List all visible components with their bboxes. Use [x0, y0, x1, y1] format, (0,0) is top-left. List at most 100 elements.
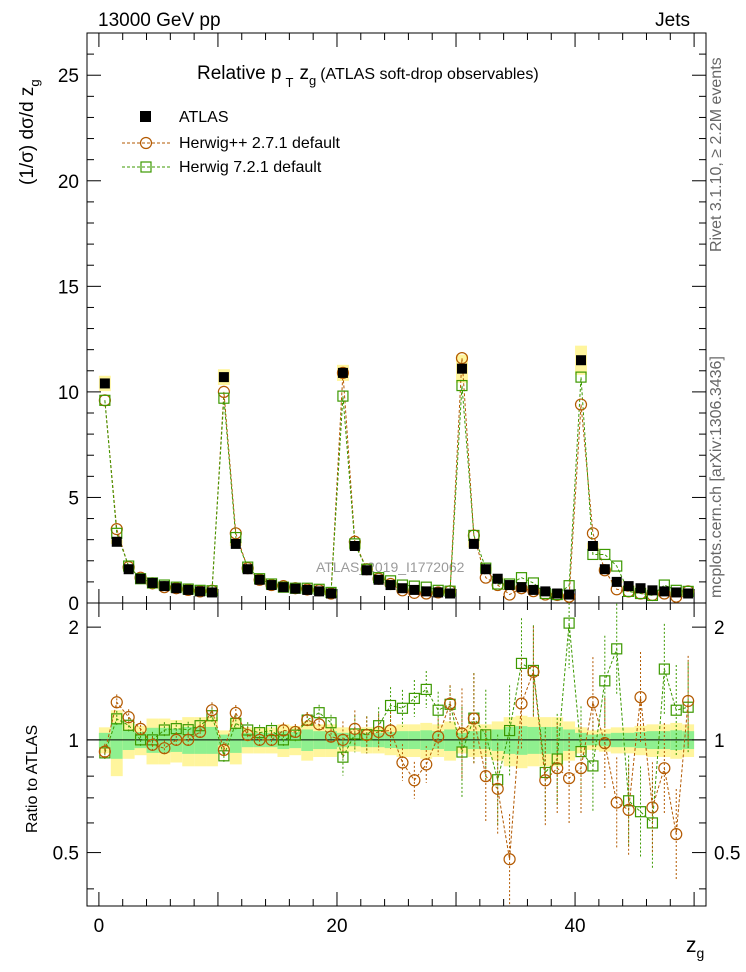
herwigpp-ratio-point: [408, 774, 421, 787]
ratio-axis-ticks: 0 20 40 0.5 0.5 1 1 2 2: [53, 603, 740, 937]
atlas-point: [552, 588, 563, 599]
herwigpp-point: [455, 352, 469, 365]
herwigpp-ratio-point: [515, 697, 528, 710]
herwig7-point: [99, 394, 111, 406]
herwig7-ratio-point: [587, 760, 599, 772]
atlas-point: [349, 541, 360, 551]
herwig7-point: [456, 379, 468, 392]
herwigpp-ratio-point: [229, 706, 242, 720]
herwigpp-ratio-point: [110, 696, 123, 709]
atlas-point: [683, 588, 694, 599]
herwigpp-ratio-point: [396, 756, 409, 769]
herwigpp-ratio-point: [586, 696, 600, 709]
herwigpp-point: [336, 366, 350, 379]
main-ytick-label: 0: [68, 594, 79, 615]
herwig7-ratio-point: [611, 643, 623, 655]
atlas-point: [373, 574, 384, 585]
atlas-point: [254, 574, 265, 585]
ratio-inner-band: [527, 726, 540, 754]
atlas-point: [123, 564, 134, 575]
herwig7-ratio-point: [658, 663, 670, 675]
atlas-point: [635, 583, 646, 594]
atlas-point: [111, 536, 122, 547]
atlas-point: [171, 583, 182, 594]
x-axis-label-text: z: [686, 934, 697, 957]
atlas-point: [266, 580, 277, 591]
herwigpp-ratio-point: [432, 730, 445, 743]
ratio-inner-band: [503, 726, 516, 754]
herwig7-ratio-point: [123, 719, 135, 731]
herwig7-ratio-point: [337, 751, 349, 763]
ratio-ytick-label-right: 0.5: [714, 844, 740, 865]
herwigpp-point: [586, 527, 600, 540]
herwigpp-ratio-point: [193, 725, 207, 739]
atlas-point: [433, 587, 444, 598]
atlas-point: [361, 565, 372, 576]
herwigpp-ratio-point: [277, 724, 290, 737]
header-right: Jets: [655, 10, 690, 31]
herwig7-ratio-point: [563, 617, 575, 629]
herwigpp-ratio-point: [146, 738, 159, 751]
atlas-point: [623, 581, 634, 592]
y-axis-label-main-sub: g: [27, 79, 42, 86]
atlas-point: [337, 367, 348, 378]
ratio-ytick-label: 0.5: [53, 844, 79, 865]
herwig7-point: [611, 560, 623, 572]
atlas-point: [409, 584, 420, 595]
legend-marker-herwigpp: [139, 136, 153, 150]
atlas-point: [540, 586, 551, 597]
atlas-point: [599, 564, 610, 575]
ratio-series: [98, 603, 695, 905]
herwigpp-ratio-point: [384, 724, 397, 737]
herwig7-point: [599, 548, 611, 561]
herwigpp-ratio-point: [289, 725, 302, 739]
herwigpp-ratio-point: [122, 711, 135, 724]
atlas-point: [183, 584, 194, 595]
ratio-inner-band: [194, 726, 207, 754]
atlas-point: [564, 589, 575, 600]
herwigpp-ratio-point: [682, 694, 695, 708]
herwig7-ratio-point: [420, 683, 432, 696]
herwigpp-ratio-point: [241, 728, 254, 742]
herwigpp-ratio-point: [634, 691, 647, 704]
herwigpp-ratio-point: [372, 725, 385, 739]
watermark: ATLAS_2019_I1772062: [316, 559, 465, 575]
ratio-ytick-label: 2: [68, 618, 79, 639]
ratio-ytick-label-right: 1: [714, 731, 725, 752]
atlas-point: [135, 573, 146, 584]
herwigpp-ratio-point: [301, 713, 314, 727]
atlas-point: [468, 538, 479, 549]
herwig7-ratio-point: [384, 699, 397, 712]
herwig7-ratio-point: [634, 806, 647, 818]
atlas-point: [445, 588, 456, 599]
herwigpp-ratio-point: [324, 730, 338, 743]
side-label-mcplots: mcplots.cern.ch [arXiv:1306.3436]: [708, 356, 725, 598]
header-left: 13000 GeV pp: [98, 10, 221, 31]
herwig7-ratio-point: [432, 704, 444, 716]
herwigpp-ratio-point: [455, 727, 469, 740]
herwig7-ratio-point: [599, 675, 611, 687]
y-axis-label-main-text: (1/σ) dσ/d z: [17, 87, 38, 185]
herwigpp-ratio-point: [479, 770, 492, 783]
legend: ATLAS Herwig++ 2.7.1 default Herwig 7.2.…: [122, 109, 341, 176]
herwigpp-point: [217, 385, 230, 398]
herwigpp-ratio-point: [670, 828, 683, 841]
atlas-point: [302, 584, 313, 595]
herwigpp-point: [574, 398, 588, 411]
atlas-point: [671, 587, 682, 598]
herwigpp-ratio-line: [104, 671, 689, 860]
herwigpp-ratio-point: [527, 665, 540, 678]
atlas-point: [587, 541, 598, 551]
atlas-point: [195, 586, 206, 597]
main-bands: [98, 345, 695, 596]
herwigpp-ratio-point: [622, 803, 635, 817]
atlas-point: [397, 583, 408, 594]
herwig7-ratio-point: [158, 724, 170, 736]
main-ytick-label: 25: [58, 66, 79, 87]
main-series: [98, 352, 695, 603]
atlas-point: [528, 584, 539, 595]
x-axis-label-sub: g: [697, 945, 705, 961]
herwigpp-ratio-point: [598, 737, 611, 750]
ratio-inner-band: [110, 722, 123, 759]
y-axis-label-main: (1/σ) dσ/d zg: [17, 79, 42, 185]
